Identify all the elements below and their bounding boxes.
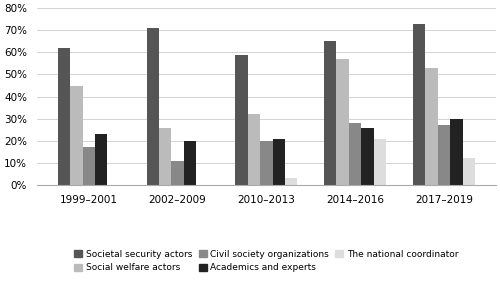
- Bar: [426, 68, 438, 185]
- Bar: [146, 28, 159, 185]
- Bar: [236, 55, 248, 185]
- Bar: [172, 161, 184, 185]
- Bar: [336, 59, 349, 185]
- Bar: [248, 114, 260, 185]
- Bar: [70, 86, 82, 185]
- Bar: [362, 128, 374, 185]
- Bar: [413, 24, 426, 185]
- Bar: [95, 134, 108, 185]
- Bar: [285, 178, 298, 185]
- Bar: [324, 41, 336, 185]
- Bar: [450, 119, 462, 185]
- Bar: [260, 141, 272, 185]
- Bar: [438, 125, 450, 185]
- Bar: [82, 148, 95, 185]
- Bar: [58, 48, 70, 185]
- Bar: [374, 139, 386, 185]
- Bar: [462, 159, 475, 185]
- Legend: Societal security actors, Social welfare actors, Civil society organizations, Ac: Societal security actors, Social welfare…: [74, 250, 458, 273]
- Bar: [184, 141, 196, 185]
- Bar: [349, 123, 362, 185]
- Bar: [159, 128, 172, 185]
- Bar: [272, 139, 285, 185]
